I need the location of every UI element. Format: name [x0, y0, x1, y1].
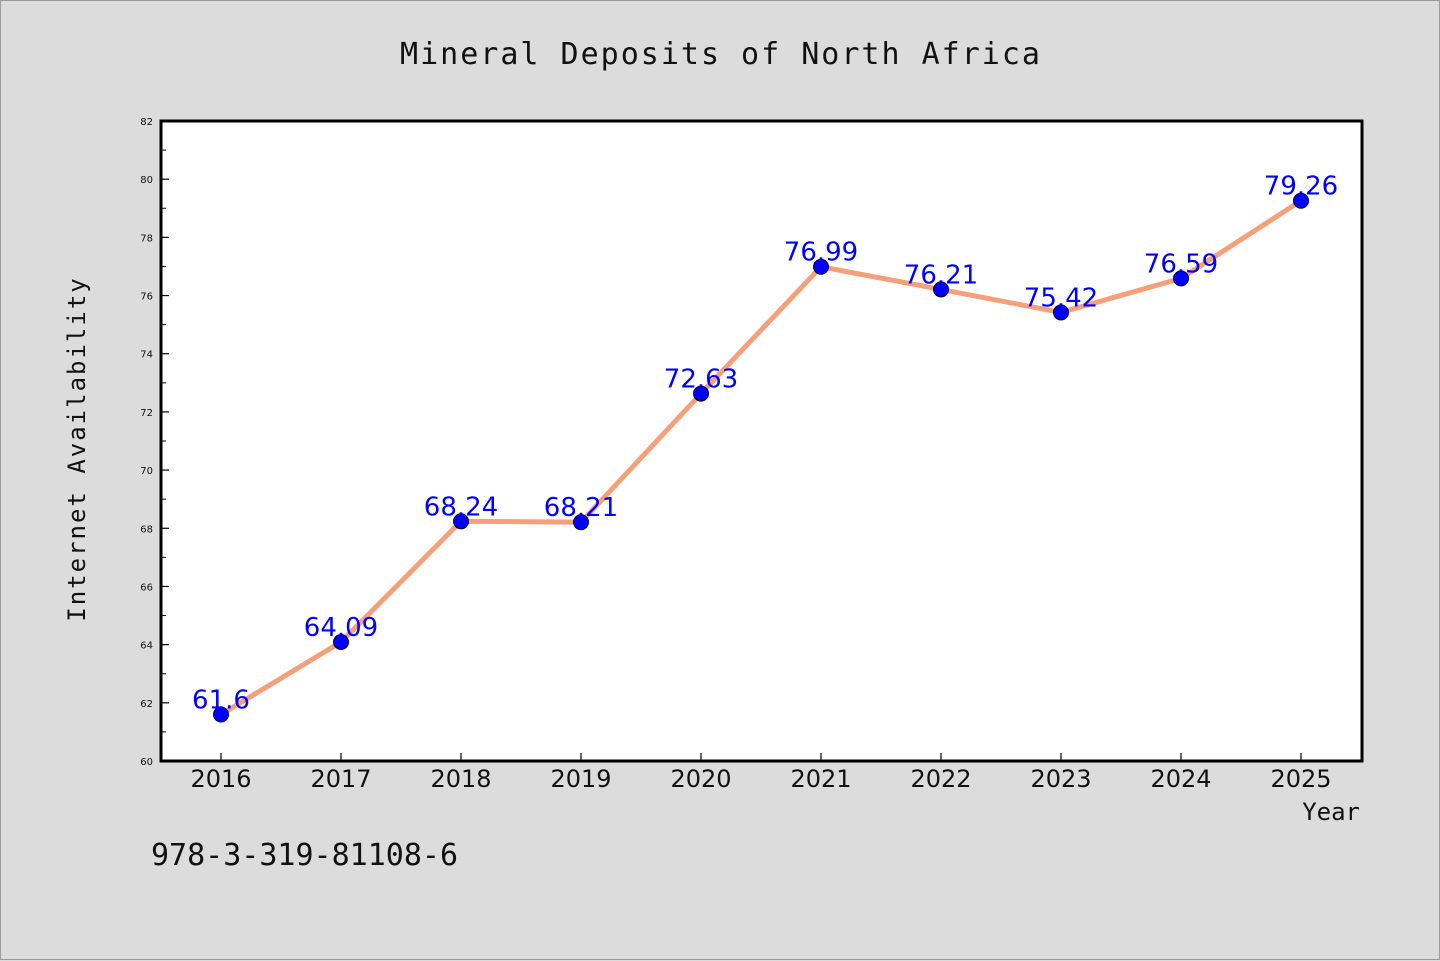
x-tick-label: 2021 [790, 765, 851, 793]
data-label: 76.99 [784, 238, 858, 268]
data-label: 61.6 [192, 685, 250, 715]
y-tick-label: 76 [140, 292, 153, 303]
data-point [213, 706, 229, 723]
y-tick-label: 66 [140, 582, 153, 593]
x-axis-label: Year [1302, 798, 1360, 826]
data-point [933, 281, 949, 298]
y-tick-label: 72 [140, 408, 153, 419]
y-tick-label: 70 [140, 466, 153, 477]
y-tick-label: 60 [140, 757, 153, 768]
y-tick-label: 82 [140, 117, 153, 128]
x-tick-label: 2020 [670, 765, 731, 793]
x-tick-label: 2025 [1270, 765, 1331, 793]
data-point [693, 385, 709, 402]
data-point [453, 513, 469, 530]
series-line [218, 198, 1304, 717]
y-tick-label: 80 [140, 175, 153, 186]
y-tick-label: 78 [140, 233, 153, 244]
data-label: 76.59 [1144, 249, 1218, 279]
data-label: 79.26 [1264, 172, 1338, 202]
y-axis-ticks: 60 62 64 66 68 70 72 74 76 78 80 82 [140, 117, 169, 768]
data-point [333, 634, 349, 651]
y-tick-label: 62 [140, 699, 153, 710]
data-point [1293, 192, 1309, 209]
footer-isbn: 978-3-319-81108-6 [151, 838, 458, 873]
data-label: 76.21 [904, 260, 978, 290]
x-tick-label: 2024 [1150, 765, 1211, 793]
data-point [1053, 304, 1069, 321]
data-point [1173, 270, 1189, 287]
chart-title: Mineral Deposits of North Africa [400, 37, 1042, 72]
data-label: 75.42 [1024, 283, 1098, 313]
plot-area [161, 121, 1362, 761]
data-point [813, 258, 829, 275]
data-label: 64.09 [304, 613, 378, 643]
data-label: 68.21 [544, 493, 618, 523]
plot-frame [159, 119, 1364, 763]
y-tick-label: 68 [140, 524, 153, 535]
y-tick-label: 64 [140, 641, 153, 652]
x-tick-label: 2022 [910, 765, 971, 793]
y-tick-label: 74 [140, 350, 153, 361]
x-tick-label: 2017 [310, 765, 371, 793]
data-label: 72.63 [664, 365, 738, 395]
series-group [213, 192, 1309, 723]
y-axis-label: Internet Availability [63, 276, 91, 621]
x-axis-ticks: 2016 2017 2018 2019 2020 2021 2022 2023 2024 2025 [190, 753, 1332, 793]
x-tick-label: 2016 [190, 765, 251, 793]
data-point [573, 514, 589, 531]
data-label: 68.24 [424, 492, 498, 522]
x-tick-label: 2019 [550, 765, 611, 793]
data-label-group: 61.6 64.09 68.24 68.21 72.63 76.99 76.21 75.42 7… [192, 172, 1338, 716]
x-tick-label: 2018 [430, 765, 491, 793]
x-tick-label: 2023 [1030, 765, 1091, 793]
